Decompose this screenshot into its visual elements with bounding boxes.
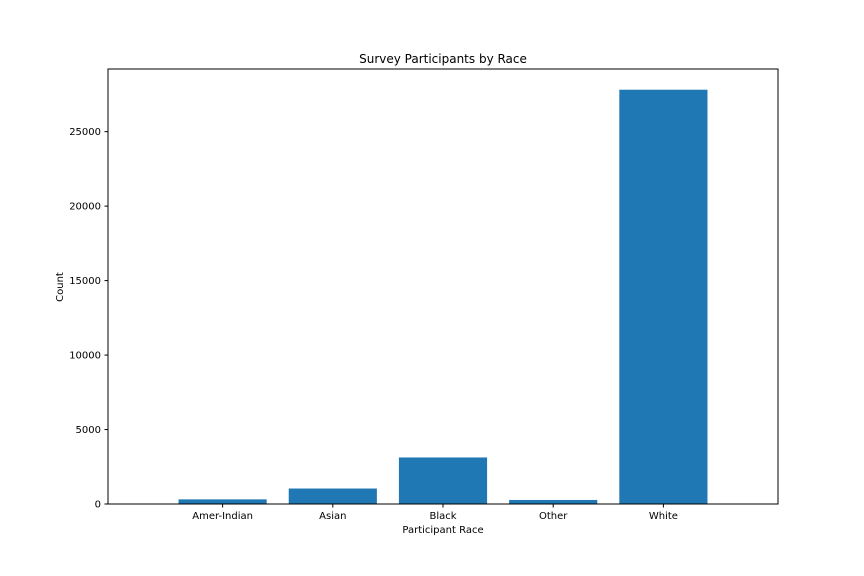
y-tick-label: 20000 — [69, 202, 101, 213]
x-axis-ticks: Amer-Indian Asian Black Other White — [192, 504, 678, 522]
y-axis-label: Count — [55, 272, 66, 302]
chart-title: Survey Participants by Race — [359, 52, 527, 66]
bar-series — [178, 89, 708, 504]
bar-asian — [288, 488, 377, 504]
x-tick-label: White — [649, 511, 678, 522]
bar-other — [509, 499, 598, 504]
y-tick-label: 0 — [95, 500, 101, 511]
y-axis-ticks: 0 5000 10000 15000 20000 25000 — [69, 127, 108, 511]
y-tick-label: 15000 — [69, 276, 101, 287]
x-tick-label: Other — [539, 511, 568, 522]
y-tick-label: 5000 — [76, 425, 101, 436]
y-tick-label: 10000 — [69, 351, 101, 362]
x-tick-label: Asian — [319, 511, 346, 522]
plot-frame — [107, 68, 779, 505]
x-tick-label: Black — [429, 511, 456, 522]
y-tick-label: 25000 — [69, 127, 101, 138]
bar-amer-indian — [178, 499, 267, 504]
bar-black — [398, 457, 488, 504]
bar-white — [619, 89, 708, 504]
x-tick-label: Amer-Indian — [192, 511, 253, 522]
x-axis-label: Participant Race — [402, 525, 483, 536]
